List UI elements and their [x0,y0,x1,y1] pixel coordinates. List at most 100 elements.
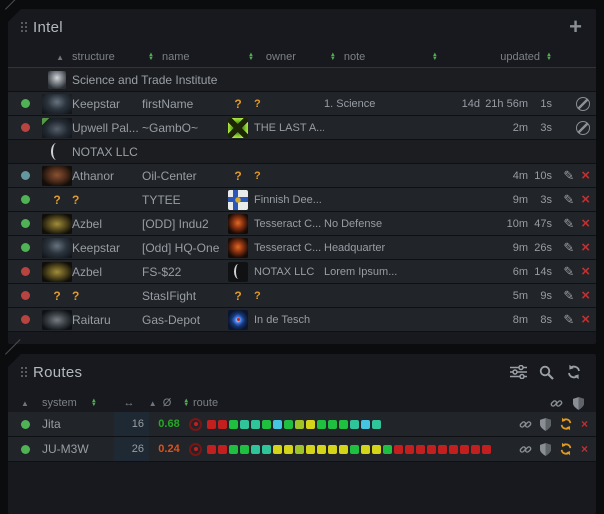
edit-icon[interactable]: ✎ [563,240,575,255]
route-system-square[interactable] [405,444,414,454]
route-system-square[interactable] [240,419,249,429]
route-system-square[interactable] [306,444,315,454]
delete-icon[interactable]: × [581,167,590,184]
sort-active-column[interactable]: ▲ [21,398,29,408]
route-system-square[interactable] [229,419,238,429]
route-system-square[interactable] [416,444,425,454]
edit-icon[interactable]: ✎ [563,192,575,207]
refresh-route-icon[interactable] [559,442,573,456]
shield-icon[interactable] [539,417,551,431]
route-system-square[interactable] [262,444,271,454]
column-header-owner[interactable]: owner [265,51,296,63]
route-system-square[interactable] [295,419,304,429]
edit-icon[interactable]: ✎ [563,264,575,279]
delete-icon[interactable]: × [581,239,590,256]
route-system-square[interactable] [317,419,326,429]
route-system-square[interactable] [284,419,293,429]
delete-route-icon[interactable]: × [580,416,588,431]
refresh-route-icon[interactable] [559,417,573,431]
intel-structure-row[interactable]: Azbel FS-$22 NOTAX LLC Lorem Ipsum... 6m 14s ✎… [8,260,596,284]
column-header-updated[interactable]: updated [500,51,541,63]
drag-handle-icon[interactable] [21,367,23,369]
route-system-square[interactable] [328,419,337,429]
ban-icon[interactable] [576,120,590,135]
route-row[interactable]: Jita 16 0.68 × [8,412,596,437]
settings-sliders-icon[interactable] [510,365,527,379]
intel-structure-row[interactable]: Raitaru Gas-Depot In de Tesch 8m 8s ✎ × [8,308,596,332]
route-system-square[interactable] [438,444,447,454]
column-header-route[interactable]: route [193,397,219,409]
route-system-square[interactable] [350,444,359,454]
route-system-square[interactable] [229,444,238,454]
route-system-square[interactable] [339,444,348,454]
route-system-square[interactable] [460,444,469,454]
owner-group-row[interactable]: NOTAX LLC [8,140,596,164]
add-structure-button[interactable]: + [569,14,582,39]
delete-icon[interactable]: × [581,287,590,304]
intel-structure-row[interactable]: Azbel [ODD] Indu2 Tesseract C... No Defense… [8,212,596,236]
route-system-square[interactable] [350,419,359,429]
route-system-square[interactable] [306,419,315,429]
intel-structure-row[interactable]: Athanor Oil-Center?? 4m 10s ✎ × [8,164,596,188]
route-system-square[interactable] [361,419,370,429]
sort-arrows-icon[interactable]: ▲ ▼ [329,51,336,62]
intel-structure-row[interactable]: Keepstar [Odd] HQ-One Tesseract C... Headqu… [8,236,596,260]
route-system-square[interactable] [372,419,381,429]
route-system-square[interactable] [207,419,216,429]
sort-arrows-icon[interactable]: ▲ ▼ [148,51,154,62]
route-system-square[interactable] [273,444,282,454]
route-system-square[interactable] [394,444,403,454]
route-system-square[interactable] [471,444,480,454]
sort-arrows-icon[interactable]: ▲ ▼ [247,51,254,62]
route-system-square[interactable] [218,444,227,454]
route-system-square[interactable] [317,444,326,454]
ban-icon[interactable] [576,96,590,111]
link-icon[interactable] [519,418,532,431]
delete-icon[interactable]: × [581,263,590,280]
route-system-square[interactable] [427,444,436,454]
route-system-square[interactable] [449,444,458,454]
intel-structure-row[interactable]: Upwell Pal... ~GambO~ THE LAST A... 2m 3s [8,116,596,140]
delete-icon[interactable]: × [581,191,590,208]
column-header-name[interactable]: name [161,51,190,63]
route-system-square[interactable] [273,419,282,429]
route-system-square[interactable] [328,444,337,454]
edit-icon[interactable]: ✎ [563,216,575,231]
sort-arrows-icon[interactable]: ▲ ▼ [546,51,552,62]
route-system-square[interactable] [383,444,392,454]
route-system-square[interactable] [207,444,216,454]
column-header-note[interactable]: note [343,51,366,63]
refresh-icon[interactable] [566,364,582,380]
edit-icon[interactable]: ✎ [563,168,575,183]
route-system-square[interactable] [284,444,293,454]
route-system-square[interactable] [240,444,249,454]
link-icon[interactable] [519,443,532,456]
edit-icon[interactable]: ✎ [563,312,575,327]
route-system-square[interactable] [262,419,271,429]
shield-icon[interactable] [539,442,551,456]
column-header-structure[interactable]: structure [72,51,115,63]
delete-route-icon[interactable]: × [580,441,588,456]
route-system-square[interactable] [482,444,491,454]
intel-structure-row[interactable]: ?? StasIFight?? 5m 9s ✎ × [8,284,596,308]
route-system-square[interactable] [372,444,381,454]
route-system-square[interactable] [361,444,370,454]
intel-structure-row[interactable]: Keepstar firstName?? 1. Science 14d 21h 56m 1… [8,92,596,116]
route-row[interactable]: JU-M3W 26 0.24 × [8,437,596,462]
column-header-security[interactable]: ▲ Ø ▲ ▼ [148,397,190,409]
sort-active-column[interactable]: ▲ [8,53,72,62]
route-system-square[interactable] [339,419,348,429]
sort-arrows-icon[interactable]: ▲ ▼ [431,51,438,62]
delete-icon[interactable]: × [581,215,590,232]
intel-structure-row[interactable]: ?? TYTEE Finnish Dee... 9m 3s ✎ × [8,188,596,212]
delete-icon[interactable]: × [581,311,590,328]
search-icon[interactable] [539,365,554,380]
route-system-square[interactable] [295,444,304,454]
column-header-system[interactable]: system ▲ ▼ [42,397,97,409]
route-system-square[interactable] [251,419,260,429]
route-system-square[interactable] [251,444,260,454]
route-system-square[interactable] [218,419,227,429]
owner-group-row[interactable]: Science and Trade Institute [8,68,596,92]
edit-icon[interactable]: ✎ [563,288,575,303]
column-header-jumps[interactable]: ↔ [123,397,135,409]
